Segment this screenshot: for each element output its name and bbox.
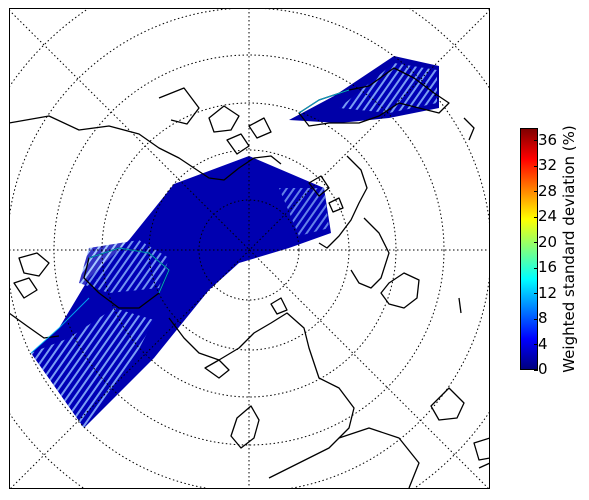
coast-iceland [204,359,230,379]
coast-europe [168,312,355,479]
colorbar-tick-label: 36 [533,130,558,149]
coast-scandinavia-russia [318,155,368,249]
colorbar-tick-label: 16 [533,258,558,277]
coast-north-america-west [9,115,282,181]
coastlines [9,67,490,489]
swath-top-right-hatch [339,63,437,113]
coast-asia-east [430,387,490,461]
colorbar-tick-label: 12 [533,283,558,302]
polar-map [9,8,490,489]
coast-svalbard [270,297,288,315]
colorbar [520,128,538,370]
swath-coast-highlights [30,89,350,354]
coast-arctic-islands [208,105,272,155]
swath-hatched-left [31,308,154,428]
colorbar-tick-label: 4 [534,334,548,353]
coast-south [338,427,420,489]
coast-east-a [350,217,390,289]
coast-far-right [458,117,490,469]
colorbar-tick-label: 8 [534,309,548,328]
colorbar-tick-label: 20 [533,232,558,251]
colorbar-tick-label: 24 [533,207,558,226]
coast-uk [230,405,260,449]
graticule [9,8,490,489]
coast-alaska [158,87,200,125]
coast-east-b [380,272,420,309]
colorbar-tick-label: 32 [533,156,558,175]
colorbar-tick-label: 28 [533,181,558,200]
data-swaths [31,56,439,428]
swath-north-hatch [279,188,329,236]
colorbar-label: Weighted standard deviation (%) [560,125,578,373]
colorbar-tick-label: 0 [534,360,548,378]
coast-left-islands [9,252,60,339]
coast-north-fragments [308,175,344,213]
coast-greenland [298,67,450,127]
